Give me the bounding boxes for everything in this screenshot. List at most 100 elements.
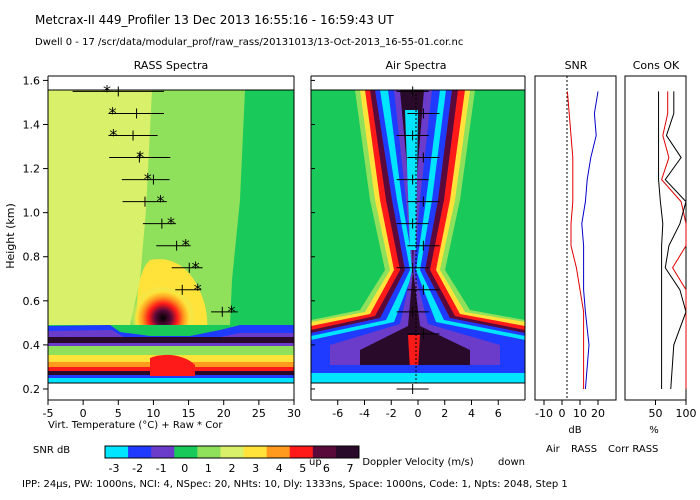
- colorbar-swatch: [312, 446, 337, 458]
- air-core-red: [408, 335, 420, 370]
- snr-panel: -10 0 10 20: [534, 75, 617, 420]
- snr-line-air: [581, 91, 599, 390]
- rass-cor-marker: *: [109, 126, 117, 145]
- air-x-ticks: -6 -4 -2 0 2 4 6: [332, 400, 502, 420]
- colorbar-swatch: [243, 446, 268, 458]
- rass-bg-yellowgreen: [48, 90, 152, 325]
- air-markers: [396, 86, 440, 394]
- cons-x-ticks: 50 100: [649, 400, 697, 420]
- rass-x-tick-label: 25: [252, 407, 266, 420]
- cons-line-corr-rass: [664, 91, 687, 390]
- air-spectra-panel: -6 -4 -2 0 2 4 6: [310, 75, 526, 420]
- colorbar-swatch: [335, 446, 360, 458]
- colorbar-swatch: [266, 446, 291, 458]
- rass-x-tick-label: -5: [43, 407, 54, 420]
- colorbar-label: SNR dB: [33, 445, 70, 456]
- rass-y-tick-label: 0.6: [23, 295, 41, 308]
- air-x-label-down: down: [498, 457, 525, 468]
- air-x-label: Doppler Velocity (m/s): [362, 457, 473, 468]
- snr-x-ticks: -10 0 10 20: [535, 400, 605, 420]
- colorbar-swatch: [151, 446, 175, 458]
- rass-x-tick-label: 30: [287, 407, 301, 420]
- rass-band-dark: [48, 337, 294, 343]
- colorbar-tick-label: -1: [156, 462, 167, 475]
- colorbar-swatch: [174, 446, 198, 458]
- snr-title: SNR: [565, 59, 588, 72]
- rass-cor-marker: *: [194, 280, 202, 299]
- rass-x-tick-label: 0: [80, 407, 87, 420]
- rass-x-label: Virt. Temperature (°C) + Raw * Cor: [48, 420, 223, 431]
- colorbar-tick-label: -2: [132, 462, 143, 475]
- rass-y-tick-label: 0.4: [23, 339, 41, 352]
- colorbar-tick-label: 6: [323, 462, 330, 475]
- rass-cor-marker: *: [192, 258, 200, 277]
- rass-x-tick-label: 20: [217, 407, 231, 420]
- colorbar-swatch: [128, 446, 152, 458]
- snr-x-tick-label: 10: [573, 407, 587, 420]
- legend-air: Air: [546, 444, 561, 455]
- air-x-tick-label: 0: [415, 407, 422, 420]
- colorbar-tick-label: 4: [276, 462, 283, 475]
- snr-x-tick-label: 0: [559, 407, 566, 420]
- rass-cor-marker: *: [182, 236, 190, 255]
- colorbar-swatch: [289, 446, 314, 458]
- rass-y-tick-label: 0.8: [23, 251, 41, 264]
- rass-cor-marker: *: [136, 148, 144, 167]
- header-line-1: Metcrax-II 449_Profiler 13 Dec 2013 16:5…: [35, 13, 394, 27]
- rass-x-tick-label: 15: [182, 407, 196, 420]
- rass-x-tick-label: 10: [146, 407, 160, 420]
- air-x-tick-label: 4: [468, 407, 475, 420]
- colorbar-tick-label: 3: [252, 462, 259, 475]
- snr-colorbar-ticks: -3 -2 -1 0 1 2 3 4 5 6 7: [109, 462, 354, 475]
- rass-spectra-panel: *********** -5 0 5 10 15 20 25 30 0.20.40.60.81…: [23, 74, 302, 420]
- colorbar-tick-label: 5: [299, 462, 306, 475]
- rass-markers: ***********: [72, 81, 238, 321]
- rass-y-ticks: 0.2 0.4 0.6 0.8 1.0 1.2 1.4 1.6: [23, 74, 295, 401]
- colorbar-swatch: [220, 446, 245, 458]
- cons-x-tick-label: 100: [676, 407, 697, 420]
- rass-x-ticks: -5 0 5 10 15 20 25 30: [43, 400, 301, 420]
- rass-band-cyan: [48, 378, 294, 383]
- header-line-2: Dwell 0 - 17 /scr/data/modular_prof/raw_…: [35, 37, 463, 48]
- colorbar-tick-label: 0: [181, 462, 188, 475]
- snr-colorbar: [104, 445, 360, 459]
- colorbar-tick-label: 2: [229, 462, 236, 475]
- rass-y-tick-label: 1.6: [23, 74, 41, 87]
- air-x-tick-label: -2: [386, 407, 397, 420]
- height-axis-label: Height (km): [4, 203, 17, 269]
- cons-title: Cons OK: [633, 59, 680, 72]
- colorbar-tick-label: -3: [109, 462, 120, 475]
- air-x-tick-label: -4: [359, 407, 370, 420]
- rass-y-tick-label: 1.2: [23, 163, 41, 176]
- cons-x-tick-label: 50: [649, 407, 663, 420]
- snr-x-tick-label: 20: [591, 407, 605, 420]
- rass-bump-red: [150, 354, 195, 376]
- air-bottom-blue: [311, 365, 525, 373]
- snr-x-tick-label: -10: [535, 407, 553, 420]
- snr-frame: [534, 75, 617, 401]
- air-inner-blue: [311, 90, 525, 383]
- rass-y-tick-label: 1.0: [23, 207, 41, 220]
- snr-line-rass: [566, 91, 585, 389]
- air-y-ticks: [310, 75, 526, 401]
- rass-cor-marker: *: [103, 81, 111, 100]
- colorbar-tick-label: 7: [347, 462, 354, 475]
- rass-x-tick-label: 5: [115, 407, 122, 420]
- snr-lines: [566, 91, 599, 390]
- rass-y-tick-label: 1.4: [23, 118, 41, 131]
- rass-cor-marker: *: [156, 192, 164, 211]
- air-x-tick-label: -6: [332, 407, 343, 420]
- cons-x-label: %: [649, 425, 659, 436]
- legend-rass: RASS: [571, 444, 597, 455]
- air-title: Air Spectra: [386, 59, 447, 72]
- colorbar-swatch: [105, 446, 129, 458]
- rass-title: RASS Spectra: [134, 59, 209, 72]
- air-x-label-up: up: [309, 457, 322, 468]
- cons-lines: [658, 91, 687, 390]
- cons-frame: [624, 75, 687, 401]
- cons-line-air: [658, 91, 664, 389]
- air-bottom-cyan: [311, 372, 525, 383]
- cons-ok-panel: 50 100: [624, 75, 697, 420]
